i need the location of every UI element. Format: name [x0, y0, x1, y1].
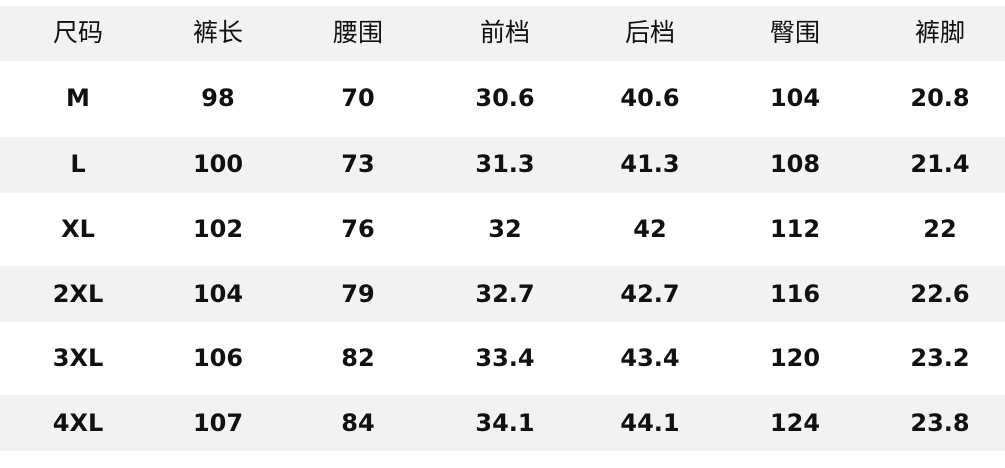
table-cell: 102 [192, 215, 244, 243]
table-cell: 4XL [52, 409, 104, 437]
row-stripe [0, 266, 1005, 322]
table-cell: 82 [341, 344, 375, 372]
row-stripe [0, 137, 1005, 193]
row-stripe [0, 6, 1005, 61]
table-cell: 44.1 [620, 409, 680, 437]
table-cell: 3XL [52, 344, 104, 372]
column-header: 裤脚 [914, 18, 965, 47]
table-row: 4XL 107 84 34.1 44.1 124 23.8 [0, 403, 1005, 443]
table-cell: 104 [192, 280, 244, 308]
table-row: XL 102 76 32 42 112 22 [0, 209, 1005, 249]
column-header: 腰围 [332, 18, 383, 47]
header-row: 尺码 裤长 腰围 前档 后档 臀围 裤脚 [0, 13, 1005, 53]
table-cell: 22.6 [910, 280, 970, 308]
table-cell: M [66, 84, 90, 112]
table-cell: 120 [769, 344, 821, 372]
table-cell: 106 [192, 344, 244, 372]
table-cell: 43.4 [620, 344, 680, 372]
table-cell: 42 [633, 215, 667, 243]
column-header: 后档 [624, 18, 675, 47]
table-cell: 84 [341, 409, 375, 437]
table-cell: 100 [192, 150, 244, 178]
table-cell: 116 [769, 280, 821, 308]
row-stripe [0, 395, 1005, 451]
table-cell: 76 [341, 215, 375, 243]
table-cell: XL [61, 215, 95, 243]
table-cell: 124 [769, 409, 821, 437]
table-cell: 41.3 [620, 150, 680, 178]
table-cell: 40.6 [620, 84, 680, 112]
column-header: 臀围 [769, 18, 820, 47]
table-cell: 42.7 [620, 280, 680, 308]
table-cell: 34.1 [475, 409, 535, 437]
table-cell: 22 [923, 215, 957, 243]
table-cell: 33.4 [475, 344, 535, 372]
table-cell: 30.6 [475, 84, 535, 112]
table-cell: 23.8 [910, 409, 970, 437]
table-cell: 31.3 [475, 150, 535, 178]
table-row: L 100 73 31.3 41.3 108 21.4 [0, 144, 1005, 184]
table-cell: 32.7 [475, 280, 535, 308]
column-header: 尺码 [52, 18, 103, 47]
table-cell: 108 [769, 150, 821, 178]
table-cell: 32 [488, 215, 522, 243]
table-cell: 73 [341, 150, 375, 178]
table-cell: 70 [341, 84, 375, 112]
column-header: 裤长 [192, 18, 243, 47]
table-cell: 79 [341, 280, 375, 308]
table-row: 2XL 104 79 32.7 42.7 116 22.6 [0, 274, 1005, 314]
table-cell: 21.4 [910, 150, 970, 178]
column-header: 前档 [479, 18, 530, 47]
table-row: M 98 70 30.6 40.6 104 20.8 [0, 78, 1005, 118]
table-cell: 20.8 [910, 84, 970, 112]
table-cell: 2XL [52, 280, 104, 308]
table-cell: 107 [192, 409, 244, 437]
table-row: 3XL 106 82 33.4 43.4 120 23.2 [0, 338, 1005, 378]
table-cell: 98 [201, 84, 235, 112]
table-cell: 104 [769, 84, 821, 112]
table-cell: 112 [769, 215, 821, 243]
table-cell: L [70, 150, 86, 178]
table-cell: 23.2 [910, 344, 970, 372]
